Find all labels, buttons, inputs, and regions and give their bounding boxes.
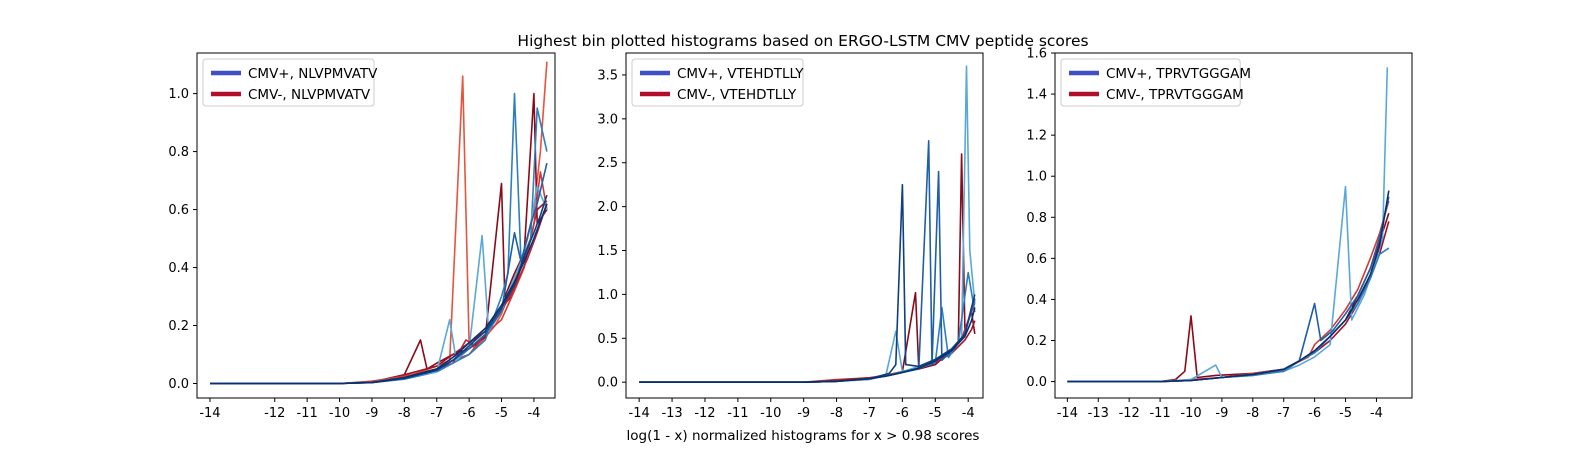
series-line-pos-6 bbox=[1067, 196, 1390, 383]
y-tick-label: 0.0 bbox=[597, 376, 618, 391]
legend: CMV+, TPRVTGGGAM CMV-, TPRVTGGGAM bbox=[1060, 58, 1251, 107]
series-line-pos-8 bbox=[639, 307, 976, 383]
y-tick-label: 3.0 bbox=[597, 112, 618, 127]
x-tick-label: -8 bbox=[398, 406, 411, 421]
x-tick-label: -5 bbox=[1339, 406, 1352, 421]
x-tick-label: -10 bbox=[329, 406, 350, 421]
y-tick-label: 0.0 bbox=[168, 377, 189, 392]
legend-label: CMV-, VTEHDTLLY bbox=[677, 87, 797, 103]
y-tick-label: 1.5 bbox=[597, 244, 618, 259]
x-tick-label: -11 bbox=[727, 406, 748, 421]
y-tick-label: 0.2 bbox=[1026, 334, 1047, 349]
y-tick-label: 1.0 bbox=[597, 288, 618, 303]
legend-box bbox=[631, 58, 804, 107]
y-tick-label: 0.2 bbox=[168, 319, 189, 334]
legend-box bbox=[1060, 58, 1241, 107]
x-tick-label: -11 bbox=[297, 406, 318, 421]
y-tick-label: 0.8 bbox=[1026, 211, 1047, 226]
y-tick-label: 0.6 bbox=[168, 203, 189, 218]
legend-label: CMV+, VTEHDTLLY bbox=[677, 66, 804, 82]
y-tick-label: 1.0 bbox=[168, 87, 189, 102]
x-tick-label: -11 bbox=[1149, 406, 1170, 421]
series-line-pos-10 bbox=[210, 203, 548, 385]
x-tick-label: -6 bbox=[463, 406, 476, 421]
y-tick-label: 0.0 bbox=[1026, 375, 1047, 390]
y-tick-label: 3.5 bbox=[597, 68, 618, 83]
figure-title: Highest bin plotted histograms based on … bbox=[517, 32, 1088, 50]
x-tick-label: -9 bbox=[1215, 406, 1228, 421]
series-group bbox=[1067, 67, 1390, 383]
x-tick-label: -14 bbox=[1057, 406, 1078, 421]
series-line-neg-1 bbox=[639, 153, 976, 383]
series-line-neg-1 bbox=[210, 61, 548, 385]
series-line-pos-6 bbox=[639, 140, 976, 383]
subplot-tprvtgggam: -14 -13 -12 -11 -10 -9 -8 -7 -6 -5 -4 0.0 0.2 0.4 0.6 0… bbox=[1026, 47, 1413, 421]
y-tick-label: 2.5 bbox=[597, 156, 618, 171]
x-tick-label: -9 bbox=[365, 406, 378, 421]
x-tick-label: -10 bbox=[1180, 406, 1201, 421]
y-tick-label: 1.6 bbox=[1026, 47, 1047, 62]
x-tick-label: -12 bbox=[264, 406, 285, 421]
subplot-nlvpmvatv: -14 -12 -11 -10 -9 -8 -7 -6 -5 -4 0.0 0.2 0.4 0.6 0.8 1… bbox=[168, 52, 556, 421]
legend-label: CMV-, TPRVTGGGAM bbox=[1106, 87, 1244, 103]
axes-frame bbox=[1054, 52, 1413, 399]
y-tick-label: 0.8 bbox=[168, 145, 189, 160]
series-line-pos-4 bbox=[1067, 67, 1389, 383]
y-tick-label: 0.4 bbox=[1026, 293, 1047, 308]
series-line-neg-2 bbox=[1067, 200, 1390, 383]
series-line-pos-7 bbox=[1067, 190, 1390, 383]
y-tick-label: 1.4 bbox=[1026, 88, 1047, 103]
legend-label: CMV+, TPRVTGGGAM bbox=[1106, 66, 1251, 82]
legend-label: CMV+, NLVPMVATV bbox=[248, 66, 378, 82]
series-group bbox=[639, 65, 976, 383]
y-tick-label: 1.0 bbox=[1026, 170, 1047, 185]
x-tick-label: -5 bbox=[929, 406, 942, 421]
y-tick-label: 2.0 bbox=[597, 200, 618, 215]
series-line-pos-7 bbox=[639, 183, 976, 383]
x-tick-label: -5 bbox=[495, 406, 508, 421]
x-tick-label: -6 bbox=[896, 406, 909, 421]
series-line-pos-8 bbox=[210, 163, 548, 385]
x-tick-label: -7 bbox=[863, 406, 876, 421]
x-tick-label: -4 bbox=[962, 406, 975, 421]
legend-label: CMV-, NLVPMVATV bbox=[248, 87, 371, 103]
x-tick-label: -14 bbox=[629, 406, 650, 421]
x-tick-label: -7 bbox=[430, 406, 443, 421]
series-line-neg-4 bbox=[210, 171, 548, 385]
x-tick-label: -4 bbox=[527, 406, 540, 421]
series-line-pos-5 bbox=[1067, 247, 1390, 383]
series-line-pos-9 bbox=[210, 194, 548, 385]
legend-box bbox=[202, 58, 375, 107]
y-tick-label: 0.4 bbox=[168, 261, 189, 276]
subplot-vtehdtlly: -14 -13 -12 -11 -10 -9 -8 -7 -6 -5 -4 0.0 0.5 1.0 1.5 2… bbox=[597, 52, 984, 421]
x-tick-label: -12 bbox=[694, 406, 715, 421]
axes-frame bbox=[196, 52, 556, 399]
x-tick-label: -12 bbox=[1119, 406, 1140, 421]
x-tick-label: -8 bbox=[830, 406, 843, 421]
legend: CMV+, VTEHDTLLY CMV-, VTEHDTLLY bbox=[631, 58, 804, 107]
legend: CMV+, NLVPMVATV CMV-, NLVPMVATV bbox=[202, 58, 378, 107]
x-tick-label: -13 bbox=[661, 406, 682, 421]
x-tick-label: -14 bbox=[199, 406, 220, 421]
x-tick-label: -13 bbox=[1088, 406, 1109, 421]
series-line-neg-2 bbox=[639, 302, 976, 383]
y-tick-label: 1.2 bbox=[1026, 129, 1047, 144]
series-line-pos-7 bbox=[210, 185, 548, 385]
series-line-neg-2 bbox=[210, 92, 548, 385]
x-tick-label: -6 bbox=[1308, 406, 1321, 421]
x-tick-label: -8 bbox=[1246, 406, 1259, 421]
y-tick-label: 0.5 bbox=[597, 332, 618, 347]
x-tick-label: -9 bbox=[797, 406, 810, 421]
series-line-neg-3 bbox=[1067, 221, 1390, 383]
y-tick-label: 0.6 bbox=[1026, 252, 1047, 267]
series-group bbox=[210, 61, 548, 385]
series-line-neg-3 bbox=[639, 320, 976, 383]
x-tick-label: -4 bbox=[1370, 406, 1383, 421]
x-axis-label: log(1 - x) normalized histograms for x >… bbox=[627, 428, 980, 444]
x-tick-label: -7 bbox=[1277, 406, 1290, 421]
x-tick-label: -10 bbox=[760, 406, 781, 421]
axes-frame bbox=[625, 52, 984, 399]
